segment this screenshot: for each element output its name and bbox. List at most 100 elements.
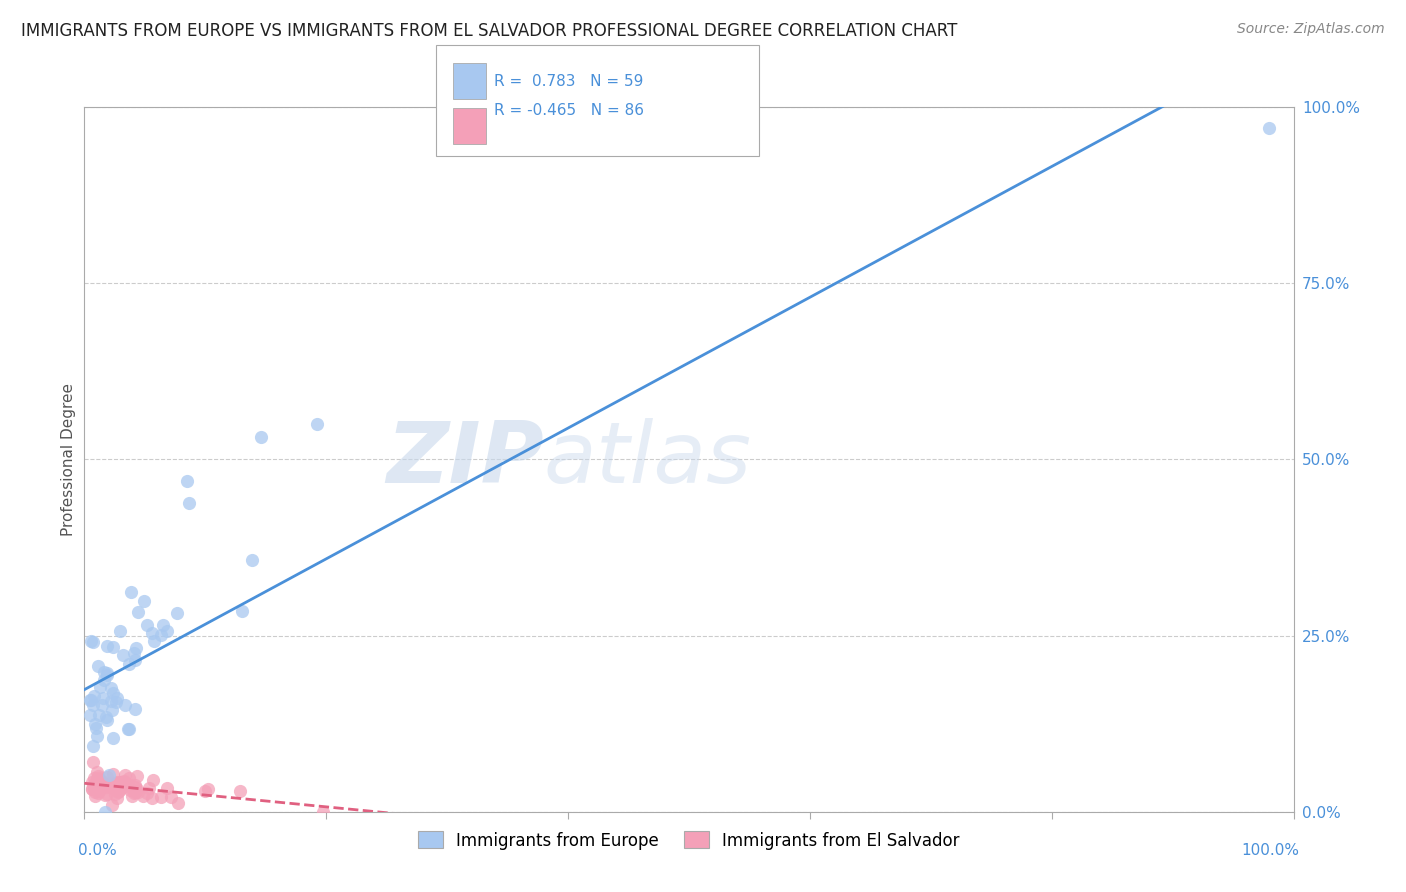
Point [229,784,252,798]
Point [127,605,149,619]
Point [105,695,128,709]
Text: 100.0%: 100.0% [1241,844,1299,858]
Point [152,617,174,632]
Point [121,789,143,804]
Point [166,796,188,810]
Point [166,606,188,620]
Point [124,780,146,794]
Point [110,776,132,790]
Point [149,628,172,642]
Point [231,604,253,618]
Point [83,772,105,786]
Point [86,764,108,779]
Point [105,774,128,789]
Point [103,686,125,700]
Point [114,768,136,782]
Point [176,474,198,488]
Point [89,780,111,795]
Point [103,731,125,745]
Point [80,781,103,796]
Point [107,776,129,790]
Point [107,791,129,805]
Point [112,773,135,788]
Point [82,781,104,796]
Point [107,784,129,798]
Point [141,625,163,640]
Point [93,665,115,679]
Point [96,668,118,682]
Point [83,780,105,794]
Point [91,698,114,712]
Point [112,775,135,789]
Point [87,775,110,789]
Point [90,774,112,789]
Point [89,680,111,694]
Text: Source: ZipAtlas.com: Source: ZipAtlas.com [1237,22,1385,37]
Point [307,417,329,432]
Point [100,681,122,695]
Point [94,788,117,802]
Point [194,784,217,798]
Point [100,694,122,708]
Point [87,783,110,797]
Text: 0.0%: 0.0% [79,844,117,858]
Point [125,784,148,798]
Point [93,673,115,687]
Point [107,784,129,798]
Point [160,790,183,805]
Point [240,553,263,567]
Point [98,779,121,793]
Point [82,774,104,789]
Point [89,781,111,796]
Point [80,634,103,648]
Point [104,775,127,789]
Point [82,739,104,753]
Point [91,774,114,789]
Point [96,780,118,794]
Point [82,698,104,712]
Point [138,780,160,795]
Point [83,784,105,798]
Point [84,717,107,731]
Point [105,779,128,793]
Point [112,648,135,662]
Point [108,779,131,793]
Point [114,698,136,713]
Point [84,780,107,795]
Point [120,782,142,797]
Point [134,594,156,608]
Point [83,689,105,703]
Point [100,702,122,716]
Point [250,430,273,444]
Point [82,756,104,770]
Point [110,780,132,795]
Point [112,780,135,794]
Point [125,769,148,783]
Point [84,789,107,803]
Point [111,774,134,789]
Legend: Immigrants from Europe, Immigrants from El Salvador: Immigrants from Europe, Immigrants from … [412,825,966,856]
Point [104,779,127,793]
Point [117,723,139,737]
Point [115,777,138,791]
Text: atlas: atlas [544,417,752,501]
Point [132,789,155,804]
Point [122,787,145,801]
Point [84,780,107,795]
Point [91,777,114,791]
Point [86,780,108,795]
Point [143,633,166,648]
Point [79,707,101,722]
Point [124,646,146,660]
Point [96,639,118,653]
Point [101,767,124,781]
Point [96,665,118,680]
Point [142,772,165,787]
Point [156,780,179,795]
Point [84,721,107,735]
Point [79,693,101,707]
Point [197,781,219,796]
Point [96,771,118,785]
Point [86,659,108,673]
Point [96,788,118,802]
